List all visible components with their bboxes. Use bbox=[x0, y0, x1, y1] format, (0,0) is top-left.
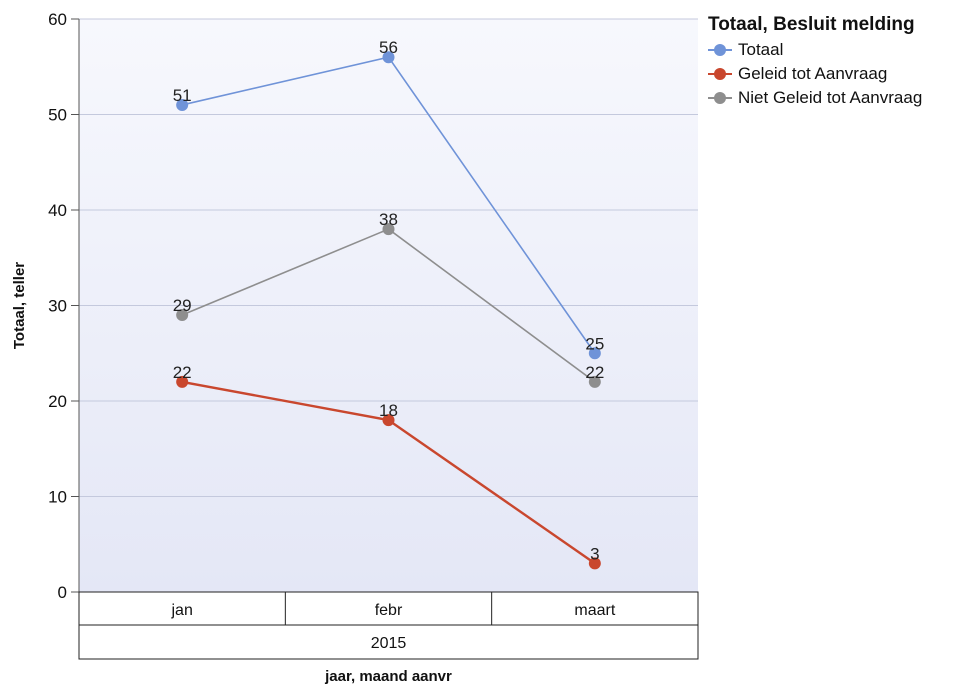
legend-swatch bbox=[708, 40, 732, 60]
y-tick-label: 40 bbox=[48, 201, 67, 220]
legend-label: Totaal bbox=[738, 40, 784, 59]
legend-title: Totaal, Besluit melding bbox=[708, 14, 915, 35]
data-point bbox=[382, 51, 395, 64]
data-point bbox=[588, 557, 601, 570]
x-tick-label: febr bbox=[375, 602, 403, 619]
legend-swatch bbox=[708, 64, 732, 84]
x-axis-title: jaar, maand aanvr bbox=[324, 668, 452, 685]
data-point bbox=[176, 309, 189, 322]
y-tick-label: 0 bbox=[58, 583, 67, 602]
y-axis-title: Totaal, teller bbox=[11, 262, 28, 349]
data-point bbox=[176, 375, 189, 388]
y-tick-label: 60 bbox=[48, 10, 67, 29]
data-label: 25 bbox=[585, 334, 604, 353]
x-tick-label: jan bbox=[170, 602, 192, 619]
y-tick-label: 50 bbox=[48, 106, 67, 125]
legend: Totaal, Besluit melding Totaal Geleid tot… bbox=[708, 14, 976, 110]
data-label: 3 bbox=[590, 544, 599, 563]
data-label: 29 bbox=[173, 296, 192, 315]
legend-item: Niet Geleid tot Aanvraag bbox=[708, 86, 976, 110]
data-label: 18 bbox=[379, 401, 398, 420]
data-label: 51 bbox=[173, 86, 192, 105]
data-label: 56 bbox=[379, 38, 398, 57]
data-point bbox=[588, 375, 601, 388]
legend-label: Geleid tot Aanvraag bbox=[738, 64, 888, 83]
legend-item: Totaal bbox=[708, 38, 976, 62]
data-point bbox=[382, 414, 395, 427]
legend-item: Geleid tot Aanvraag bbox=[708, 62, 976, 86]
y-tick-label: 30 bbox=[48, 297, 67, 316]
data-point bbox=[588, 347, 601, 360]
legend-swatch bbox=[708, 88, 732, 108]
y-tick-label: 10 bbox=[48, 488, 67, 507]
x-tick-label: maart bbox=[574, 602, 615, 619]
data-point bbox=[382, 223, 395, 236]
data-point bbox=[176, 98, 189, 111]
data-label: 22 bbox=[585, 363, 604, 382]
x-group-label: 2015 bbox=[371, 635, 407, 652]
data-label: 22 bbox=[173, 363, 192, 382]
y-tick-label: 20 bbox=[48, 392, 67, 411]
legend-label: Niet Geleid tot Aanvraag bbox=[738, 88, 923, 107]
data-label: 38 bbox=[379, 210, 398, 229]
